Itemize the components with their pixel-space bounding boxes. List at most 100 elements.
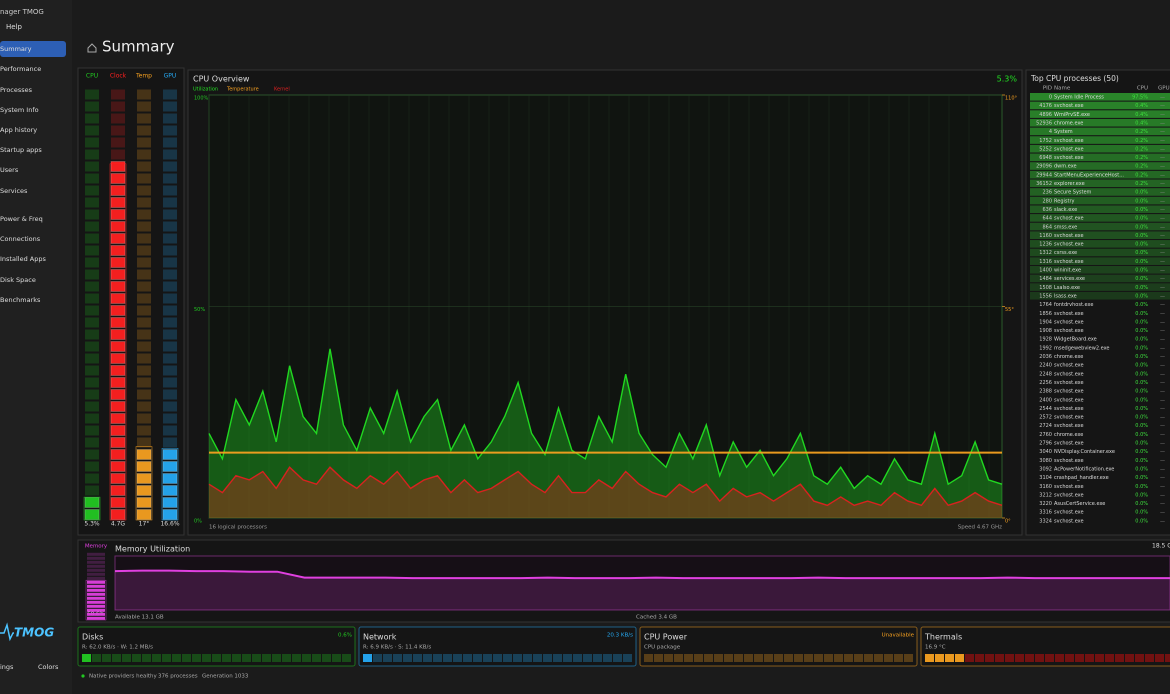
process-name[interactable]: svchost.exe <box>1054 441 1084 447</box>
process-name[interactable]: slack.exe <box>1054 207 1077 213</box>
pid[interactable]: 636 <box>1042 207 1052 213</box>
process-name[interactable]: svchost.exe <box>1054 233 1084 239</box>
nav-item[interactable]: Processes <box>0 86 33 94</box>
nav-item[interactable]: Power & Freq <box>0 215 43 223</box>
nav-item[interactable]: Summary <box>0 45 32 53</box>
process-name[interactable]: NVDisplay.Container.exe <box>1054 449 1115 455</box>
process-name[interactable]: msedgewebview2.exe <box>1054 345 1109 351</box>
process-name[interactable]: svchost.exe <box>1054 242 1084 248</box>
process-name[interactable]: svchost.exe <box>1054 216 1084 222</box>
nav-item[interactable]: Services <box>0 187 28 195</box>
nav-item[interactable]: Users <box>0 166 19 174</box>
pid[interactable]: 3220 <box>1039 501 1052 507</box>
pid[interactable]: 3160 <box>1039 484 1052 490</box>
pid[interactable]: 1236 <box>1039 242 1052 248</box>
process-name[interactable]: svchost.exe <box>1054 389 1084 395</box>
pid[interactable]: 3316 <box>1039 510 1052 516</box>
pid[interactable]: 3040 <box>1039 449 1052 455</box>
process-name[interactable]: services.exe <box>1054 276 1085 282</box>
card[interactable] <box>639 626 918 667</box>
process-name[interactable]: svchost.exe <box>1054 103 1084 109</box>
nav-item[interactable]: Installed Apps <box>0 255 46 263</box>
process-name[interactable]: svchost.exe <box>1054 415 1084 421</box>
pid[interactable]: 5252 <box>1039 146 1052 152</box>
process-name[interactable]: explorer.exe <box>1054 181 1085 187</box>
pid[interactable]: 1764 <box>1039 302 1052 308</box>
process-name[interactable]: WmiPrvSE.exe <box>1054 112 1090 118</box>
process-name[interactable]: crashpad_handler.exe <box>1054 475 1109 481</box>
pid[interactable]: 1400 <box>1039 268 1052 274</box>
process-name[interactable]: svchost.exe <box>1054 458 1084 464</box>
process-name[interactable]: svchost.exe <box>1054 155 1084 161</box>
pid[interactable]: 1992 <box>1039 345 1052 351</box>
process-name[interactable]: wininit.exe <box>1054 268 1081 274</box>
process-name[interactable]: AsusCertService.exe <box>1054 501 1105 507</box>
nav-item[interactable]: Connections <box>0 235 41 243</box>
pid[interactable]: 3212 <box>1039 492 1052 498</box>
pid[interactable]: 1484 <box>1039 276 1052 282</box>
pid[interactable]: 2796 <box>1039 441 1052 447</box>
pid[interactable]: 36152 <box>1036 181 1052 187</box>
pid[interactable]: 1752 <box>1039 138 1052 144</box>
colors-button[interactable]: Colors <box>38 663 59 671</box>
process-name[interactable]: fontdrvhost.exe <box>1054 302 1093 308</box>
process-name[interactable]: smss.exe <box>1054 224 1077 230</box>
process-name[interactable]: csrss.exe <box>1054 250 1077 256</box>
process-name[interactable]: dwm.exe <box>1054 164 1077 170</box>
process-name[interactable]: chrome.exe <box>1054 354 1083 360</box>
process-name[interactable]: svchost.exe <box>1054 146 1084 152</box>
pid[interactable]: 1928 <box>1039 337 1052 343</box>
pid[interactable]: 2248 <box>1039 371 1052 377</box>
process-name[interactable]: WidgetBoard.exe <box>1054 337 1097 343</box>
process-name[interactable]: Secure System <box>1054 190 1092 196</box>
pid[interactable]: 2400 <box>1039 397 1052 403</box>
pid[interactable]: 1556 <box>1039 293 1052 299</box>
pid[interactable]: 52936 <box>1036 120 1052 126</box>
pid[interactable]: 1312 <box>1039 250 1052 256</box>
process-name[interactable]: svchost.exe <box>1054 380 1084 386</box>
process-name[interactable]: LsaIso.exe <box>1054 285 1080 291</box>
pid[interactable]: 3324 <box>1039 518 1052 524</box>
menu-item[interactable]: Help <box>6 23 23 31</box>
process-name[interactable]: svchost.exe <box>1054 484 1084 490</box>
pid[interactable]: 29944 <box>1036 172 1052 178</box>
pid[interactable]: 1856 <box>1039 311 1052 317</box>
pid[interactable]: 1508 <box>1039 285 1052 291</box>
process-name[interactable]: svchost.exe <box>1054 311 1084 317</box>
process-name[interactable]: svchost.exe <box>1054 518 1084 524</box>
pid[interactable]: 644 <box>1042 216 1052 222</box>
pid[interactable]: 2036 <box>1039 354 1052 360</box>
pid[interactable]: 3080 <box>1039 458 1052 464</box>
pid[interactable]: 6948 <box>1039 155 1052 161</box>
process-name[interactable]: System Idle Process <box>1054 95 1104 101</box>
pid[interactable]: 2388 <box>1039 389 1052 395</box>
pid[interactable]: 2544 <box>1039 406 1052 412</box>
pid[interactable]: 2724 <box>1039 423 1052 429</box>
nav-item[interactable]: System Info <box>0 106 39 114</box>
process-name[interactable]: svchost.exe <box>1054 423 1084 429</box>
pid[interactable]: 0 <box>1049 95 1052 101</box>
settings-button[interactable]: ings <box>0 663 14 671</box>
pid[interactable]: 3104 <box>1039 475 1052 481</box>
process-name[interactable]: svchost.exe <box>1054 259 1084 265</box>
pid[interactable]: 4 <box>1049 129 1052 135</box>
pid[interactable]: 2760 <box>1039 432 1052 438</box>
pid[interactable]: 2256 <box>1039 380 1052 386</box>
pid[interactable]: 864 <box>1042 224 1052 230</box>
pid[interactable]: 3092 <box>1039 466 1052 472</box>
process-name[interactable]: chrome.exe <box>1054 120 1083 126</box>
pid[interactable]: 2240 <box>1039 363 1052 369</box>
process-name[interactable]: lsass.exe <box>1054 293 1077 299</box>
pid[interactable]: 4176 <box>1039 103 1052 109</box>
process-name[interactable]: svchost.exe <box>1054 363 1084 369</box>
process-name[interactable]: svchost.exe <box>1054 138 1084 144</box>
nav-item[interactable]: Performance <box>0 65 41 73</box>
nav-item[interactable]: Disk Space <box>0 276 36 284</box>
process-name[interactable]: Registry <box>1054 198 1075 204</box>
process-name[interactable]: svchost.exe <box>1054 406 1084 412</box>
process-name[interactable]: svchost.exe <box>1054 371 1084 377</box>
pid[interactable]: 1160 <box>1039 233 1052 239</box>
pid[interactable]: 4896 <box>1039 112 1052 118</box>
nav-item[interactable]: Benchmarks <box>0 296 41 304</box>
process-name[interactable]: AcPowerNotification.exe <box>1054 466 1114 472</box>
